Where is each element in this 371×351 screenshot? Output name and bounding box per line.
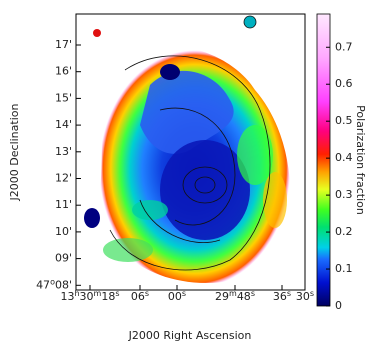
y-tick-label: 12' [55, 172, 72, 185]
x-tick-label-part: 30 [296, 290, 310, 303]
x-tick-label-part: 13 [60, 290, 74, 303]
x-tick-label-part: 06 [131, 290, 145, 303]
x-axis-label: J2000 Right Ascension [128, 329, 252, 342]
y-tick-label-part: 08' [55, 278, 72, 291]
x-tick-label: 00s [168, 289, 186, 304]
colorbar [316, 13, 331, 307]
x-tick-label: 06s [131, 289, 149, 304]
y-tick-label: 14' [55, 118, 72, 131]
x-tick-label-part: m [94, 289, 102, 298]
x-tick-label-part: 00 [168, 290, 182, 303]
y-tick-label-part: 14' [55, 118, 72, 131]
y-tick-label-part: 15' [55, 91, 72, 104]
y-tick-label: 15' [55, 91, 72, 104]
x-tick-label-part: s [310, 289, 314, 298]
y-tick-label-part: 17' [55, 38, 72, 51]
colorbar-tick-label: 0.6 [335, 77, 353, 90]
y-axis-label: J2000 Declination [8, 104, 21, 202]
y-tick-label-part: 11' [55, 198, 72, 211]
x-tick-label-part: 36 [273, 290, 287, 303]
x-tick-label-part: s [287, 289, 291, 298]
colorbar-tick-label: 0.3 [335, 188, 353, 201]
y-tick-label-part: 10' [55, 225, 72, 238]
y-tick-label-part: 47 [36, 278, 50, 291]
colorbar-tick-label: 0.7 [335, 40, 353, 53]
x-tick-label-part: s [145, 289, 149, 298]
x-tick-label-part: 18 [101, 290, 115, 303]
x-tick-label: 30s [296, 289, 314, 304]
y-tick-label: 10' [55, 225, 72, 238]
x-tick-label-part: m [229, 289, 237, 298]
colorbar-label: Polarization fraction [354, 105, 367, 215]
colorbar-tick-label: 0.2 [335, 225, 353, 238]
x-tick-label-part: h [74, 289, 79, 298]
y-tick-label-part: 09' [55, 252, 72, 265]
x-tick-label-part: 48 [237, 290, 251, 303]
colorbar-tick-label: 0 [335, 299, 342, 312]
colorbar-tick-label: 0.4 [335, 151, 353, 164]
y-tick-label-part: 16' [55, 65, 72, 78]
y-tick-label: 11' [55, 198, 72, 211]
x-tick-label-part: s [251, 289, 255, 298]
x-tick-label: 13h30m18s [60, 289, 119, 304]
y-tick-label: 17' [55, 38, 72, 51]
x-tick-label-part: 29 [215, 290, 229, 303]
y-tick-label: 47o08' [36, 277, 72, 292]
polarization-map [84, 15, 291, 283]
colorbar-tick-label: 0.5 [335, 114, 353, 127]
y-tick-label: 13' [55, 145, 72, 158]
y-tick-label-part: 13' [55, 145, 72, 158]
y-tick-label: 09' [55, 252, 72, 265]
x-tick-label-part: s [182, 289, 186, 298]
y-tick-label-part: o [50, 277, 55, 286]
x-tick-label: 36s [273, 289, 291, 304]
x-tick-label-part: s [115, 289, 119, 298]
colorbar-tick-label: 0.1 [335, 262, 353, 275]
x-tick-label: 29m48s [215, 289, 255, 304]
y-tick-label: 16' [55, 65, 72, 78]
y-tick-label-part: 12' [55, 172, 72, 185]
x-tick-label-part: 30 [80, 290, 94, 303]
